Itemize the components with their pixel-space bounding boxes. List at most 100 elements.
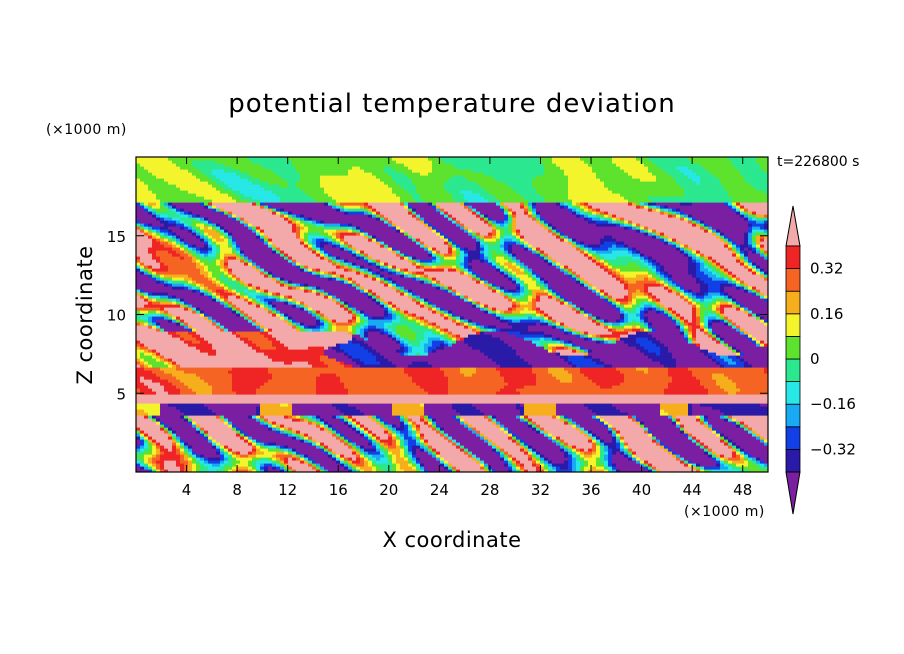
heatmap-cell: [272, 463, 277, 467]
heatmap-cell: [224, 415, 249, 419]
heatmap-cell: [212, 244, 217, 248]
heatmap-cell: [668, 271, 689, 275]
heatmap-cell: [556, 259, 593, 263]
heatmap-cell: [352, 418, 357, 422]
heatmap-cell: [292, 406, 337, 410]
heatmap-cell: [720, 235, 725, 239]
heatmap-cell: [700, 310, 705, 314]
heatmap-cell: [744, 238, 749, 242]
heatmap-cell: [316, 325, 321, 329]
heatmap-cell: [152, 352, 157, 356]
heatmap-cell: [136, 406, 161, 410]
heatmap-cell: [752, 292, 757, 296]
heatmap-cell: [288, 301, 293, 305]
heatmap-cell: [620, 304, 625, 308]
heatmap-cell: [512, 277, 517, 281]
heatmap-cell: [416, 298, 421, 302]
heatmap-cell: [184, 325, 189, 329]
heatmap-cell: [616, 274, 621, 278]
heatmap-cell: [148, 439, 153, 443]
heatmap-cell: [332, 235, 337, 239]
heatmap-cell: [420, 304, 425, 308]
heatmap-cell: [512, 247, 525, 251]
heatmap-cell: [320, 418, 325, 422]
heatmap-cell: [512, 454, 529, 458]
heatmap-cell: [212, 277, 217, 281]
heatmap-cell: [308, 229, 325, 233]
heatmap-cell: [136, 316, 141, 320]
heatmap-cell: [156, 322, 161, 326]
heatmap-cell: [460, 247, 465, 251]
heatmap-cell: [388, 262, 413, 266]
heatmap-cell: [480, 238, 485, 242]
heatmap-cell: [316, 253, 321, 257]
heatmap-cell: [188, 466, 193, 470]
heatmap-cell: [316, 319, 321, 323]
heatmap-cell: [332, 424, 349, 428]
heatmap-cell: [508, 382, 537, 386]
heatmap-cell: [560, 322, 565, 326]
heatmap-cell: [556, 295, 561, 299]
heatmap-cell: [172, 436, 177, 440]
heatmap-cell: [240, 277, 273, 281]
heatmap-cell: [200, 457, 205, 461]
heatmap-cell: [620, 337, 637, 341]
heatmap-cell: [700, 349, 709, 353]
heatmap-cell: [692, 295, 697, 299]
heatmap-cell: [520, 283, 525, 287]
heatmap-cell: [684, 292, 689, 296]
heatmap-cell: [488, 355, 521, 359]
heatmap-cell: [696, 274, 709, 278]
heatmap-cell: [584, 457, 597, 461]
heatmap-cell: [448, 250, 453, 254]
heatmap-cell: [212, 316, 245, 320]
heatmap-cell: [200, 469, 209, 472]
heatmap-cell: [332, 328, 337, 332]
heatmap-cell: [528, 457, 533, 461]
heatmap-cell: [192, 286, 197, 290]
heatmap-cell: [468, 322, 473, 326]
heatmap-cell: [652, 436, 657, 440]
heatmap-cell: [424, 334, 441, 338]
heatmap-cell: [716, 352, 737, 356]
heatmap-cell: [228, 238, 233, 242]
heatmap-cell: [440, 433, 445, 437]
heatmap-cell: [528, 451, 533, 455]
heatmap-cell: [284, 433, 289, 437]
heatmap-cell: [380, 304, 385, 308]
heatmap-cell: [268, 448, 281, 452]
heatmap-cell: [164, 370, 185, 374]
heatmap-cell: [316, 418, 321, 422]
heatmap-cell: [136, 397, 768, 401]
heatmap-cell: [360, 268, 365, 272]
heatmap-cell: [504, 238, 513, 242]
heatmap-cell: [400, 415, 405, 419]
heatmap-cell: [644, 277, 649, 281]
heatmap-cell: [292, 280, 341, 284]
heatmap-cell: [748, 235, 753, 239]
heatmap-cell: [628, 286, 645, 290]
heatmap-cell: [724, 265, 745, 269]
heatmap-cell: [572, 376, 589, 380]
heatmap-cell: [728, 238, 733, 242]
heatmap-cell: [584, 331, 589, 335]
heatmap-cell: [548, 283, 581, 287]
heatmap-cell: [476, 232, 481, 236]
heatmap-cell: [392, 337, 397, 341]
heatmap-cell: [708, 313, 717, 317]
heatmap-cell: [624, 322, 629, 326]
heatmap-cell: [356, 283, 361, 287]
heatmap-cell: [352, 469, 357, 472]
heatmap-cell: [316, 379, 341, 383]
heatmap-cell: [168, 403, 205, 407]
heatmap-cell: [740, 262, 745, 266]
heatmap-cell: [744, 232, 749, 236]
heatmap-cell: [204, 403, 261, 407]
heatmap-cell: [696, 313, 701, 317]
heatmap-cell: [352, 334, 361, 338]
heatmap-cell: [344, 349, 369, 353]
heatmap-cell: [396, 313, 401, 317]
heatmap-cell: [592, 355, 649, 359]
heatmap-cell: [516, 235, 521, 239]
heatmap-cell: [600, 418, 605, 422]
